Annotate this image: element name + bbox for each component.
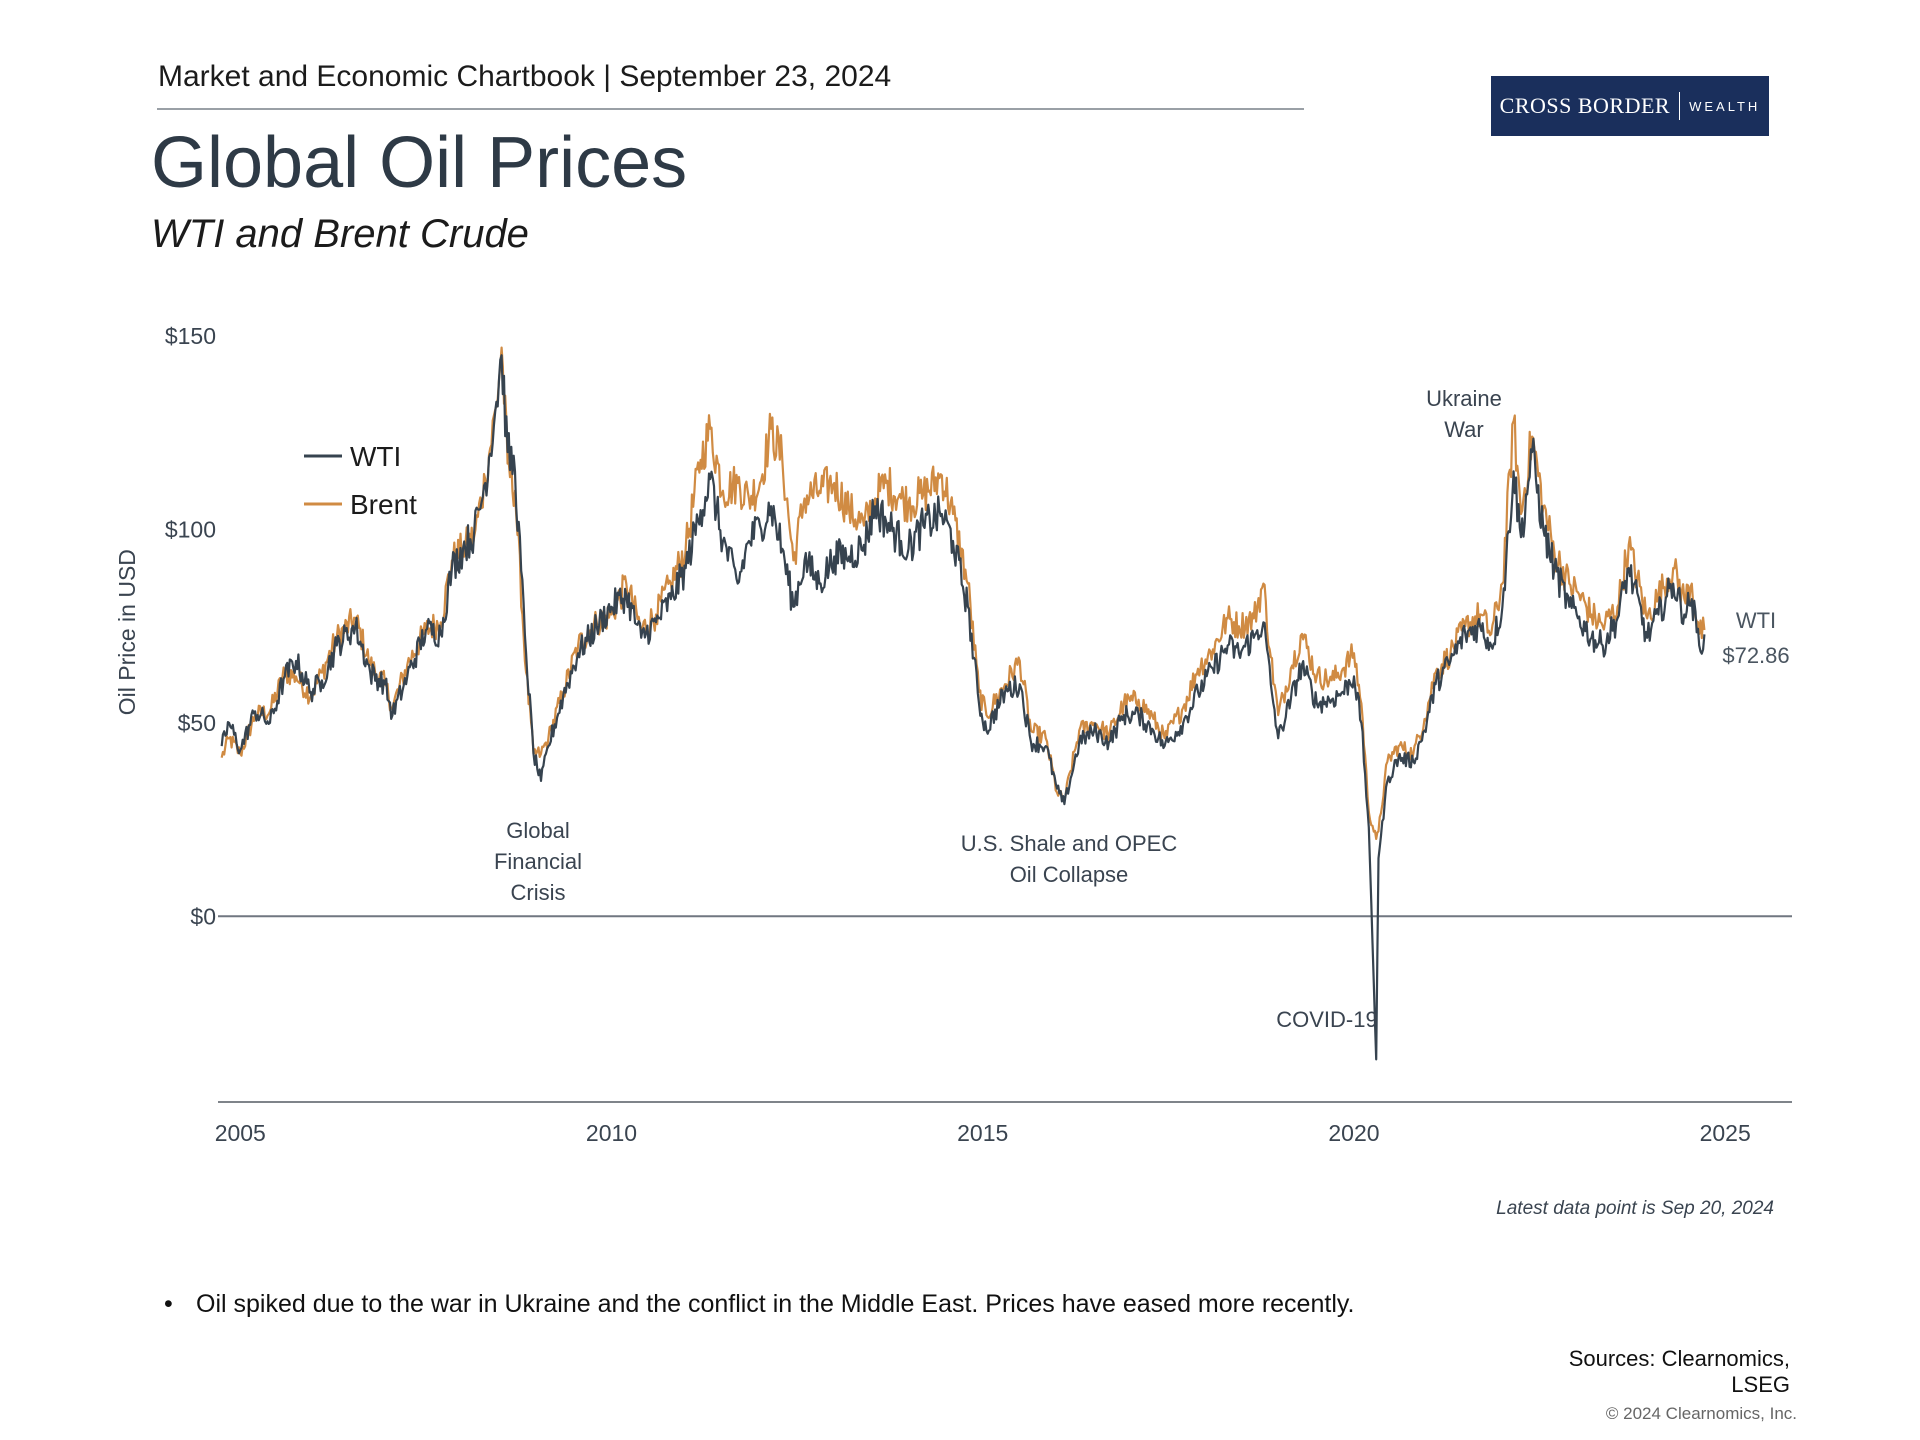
annotation-gfc: Financial (494, 849, 582, 874)
x-tick-label: 2020 (1328, 1120, 1379, 1146)
x-tick-label: 2005 (215, 1120, 266, 1146)
y-tick-label: $150 (165, 323, 216, 349)
series-line-wti (220, 354, 1706, 1061)
logo-sub-text: WEALTH (1689, 98, 1761, 114)
sources-line-1: Sources: Clearnomics, (1568, 1346, 1790, 1371)
annotation-ukraine: Ukraine (1426, 386, 1502, 411)
x-tick-label: 2015 (957, 1120, 1008, 1146)
page-title: Global Oil Prices (151, 123, 688, 203)
y-axis-label: Oil Price in USD (114, 549, 140, 715)
bullet-item: • Oil spiked due to the war in Ukraine an… (164, 1290, 1354, 1319)
annotation-covid: COVID-19 (1276, 1007, 1377, 1032)
page-subtitle: WTI and Brent Crude (151, 212, 529, 256)
sources-line-2: LSEG (1731, 1372, 1790, 1397)
latest-data-note: Latest data point is Sep 20, 2024 (1496, 1198, 1774, 1219)
legend-label-brent: Brent (350, 489, 417, 520)
annotation-shale: Oil Collapse (1010, 862, 1129, 887)
annotation-ukraine: War (1444, 417, 1484, 442)
axes-layer: $150 $100 $50 $0 2005 2010 2015 2020 2025 Oil Pri… (114, 323, 1792, 1146)
x-tick-label: 2025 (1700, 1120, 1751, 1146)
end-label-value: $72.86 (1722, 643, 1789, 668)
y-tick-label: $0 (190, 903, 216, 929)
bullet-text: Oil spiked due to the war in Ukraine and… (196, 1290, 1355, 1318)
labels-layer: WTI Brent Global Financial Crisis U.S. Shale … (304, 386, 1790, 1032)
legend-label-wti: WTI (350, 441, 401, 472)
y-tick-label: $50 (178, 710, 216, 736)
series-layer (220, 346, 1706, 1061)
brand-logo: CROSS BORDER WEALTH (1491, 76, 1769, 136)
y-tick-label: $100 (165, 516, 216, 542)
logo-separator (1679, 92, 1681, 120)
header-divider (157, 108, 1304, 110)
annotation-gfc: Crisis (511, 880, 566, 905)
copyright: © 2024 Clearnomics, Inc. (1605, 1404, 1797, 1423)
chartbook-header: Market and Economic Chartbook | Septembe… (158, 60, 892, 93)
bullet-marker: • (164, 1290, 173, 1318)
annotation-shale: U.S. Shale and OPEC (961, 831, 1178, 856)
annotation-gfc: Global (506, 818, 570, 843)
end-label-series: WTI (1736, 608, 1776, 633)
sources-note: Sources: Clearnomics, LSEG (1450, 1346, 1790, 1398)
logo-main-text: CROSS BORDER (1499, 93, 1671, 118)
x-tick-label: 2010 (586, 1120, 637, 1146)
